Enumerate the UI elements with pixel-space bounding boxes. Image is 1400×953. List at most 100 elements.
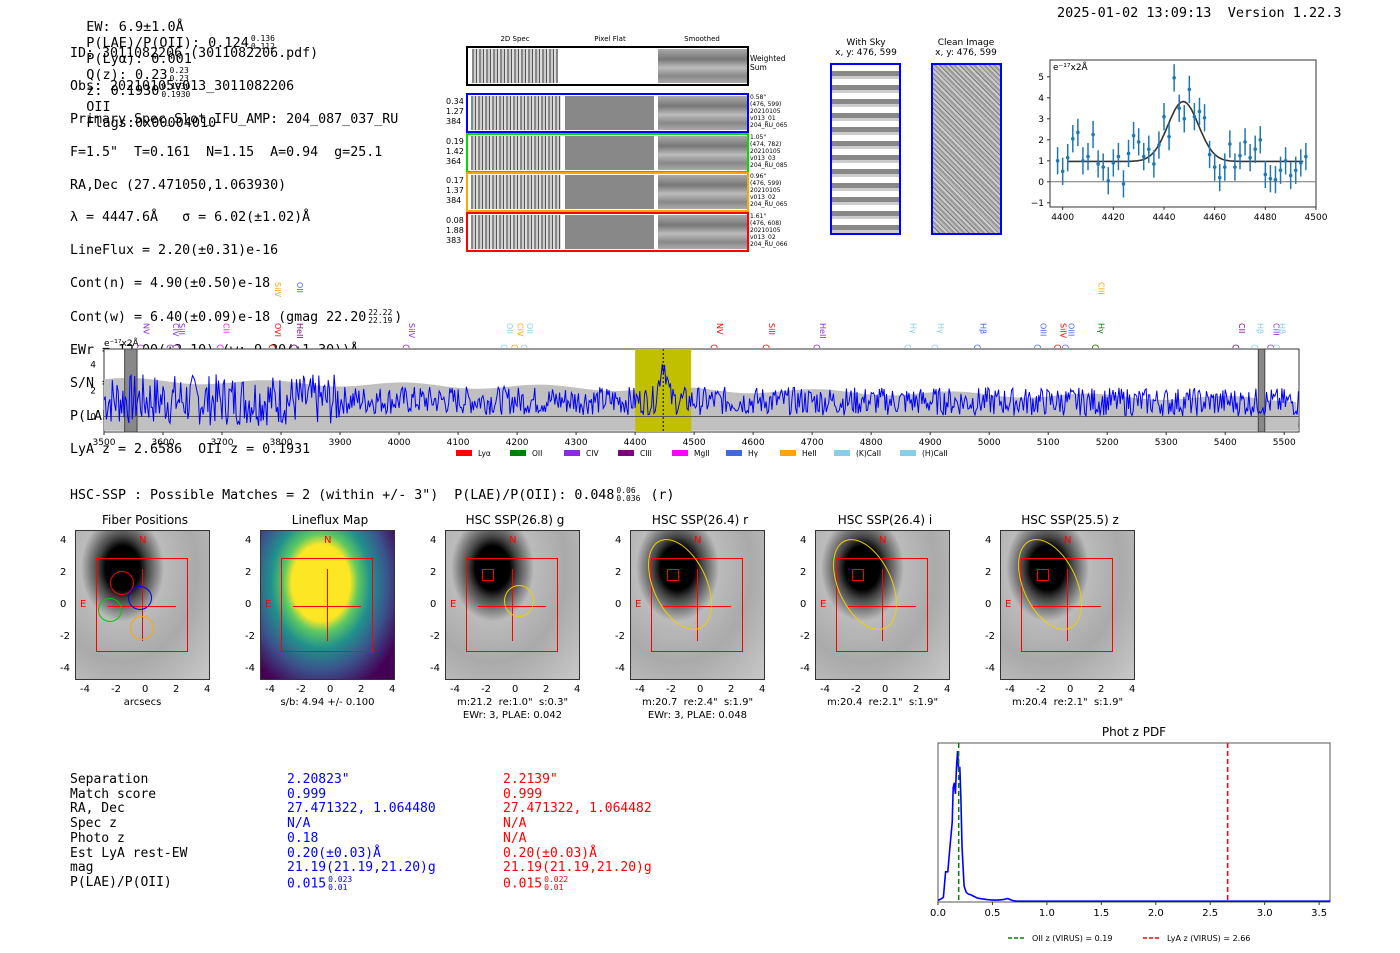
info-lineflux: LineFlux = 2.20(±0.31)e-16 — [70, 243, 279, 259]
blue-match-value: 0.18 — [287, 830, 319, 846]
line-id-bracket — [1092, 344, 1099, 349]
line-id-label: Hβ — [1278, 323, 1287, 334]
x-tick-label: -4 — [265, 684, 275, 695]
x-tick-label: 4 — [204, 684, 211, 695]
x-tick-label: 4400 — [1051, 213, 1074, 223]
red-match-value: N/A — [503, 830, 527, 846]
line-id-label: NV — [715, 323, 724, 335]
hsc-summary-text: HSC-SSP : Possible Matches = 2 (within +… — [70, 488, 615, 503]
info-primary: Primary Spec_Slot_IFU_AMP: 204_087_037_R… — [70, 112, 399, 128]
source-marker — [667, 569, 679, 581]
x-tick-label: 2 — [728, 684, 735, 695]
data-point — [1243, 140, 1247, 144]
info-redshifts: LyA z = 2.6586 OII z = 0.1931 — [70, 442, 311, 458]
legend-swatch — [726, 450, 742, 456]
match-label: Photo z — [70, 830, 125, 846]
x-tick-label: 4800 — [860, 438, 883, 448]
fiber-circle — [128, 586, 152, 610]
x-tick-label: 0 — [882, 684, 889, 695]
compass-north: N — [1064, 535, 1072, 546]
gaussian-fit-line — [1067, 100, 1304, 163]
x-tick-label: -2 — [481, 684, 491, 695]
y-tick-label: 0 — [985, 599, 992, 610]
summary-header: EW: 6.9±1.0Å P(LAE)/P(OII): 0.124 0.136 0.… — [70, 3, 285, 131]
x-tick-label: 1.0 — [1039, 908, 1055, 919]
compass-north: N — [694, 535, 702, 546]
x-tick-label: -2 — [1036, 684, 1046, 695]
source-marker — [1037, 569, 1049, 581]
line-id-bracket — [268, 344, 276, 349]
red-plae-hi: 0.022 — [544, 874, 569, 884]
data-point — [1131, 133, 1136, 138]
x-tick-label: 3800 — [270, 438, 293, 448]
line-id-bracket — [931, 344, 939, 349]
data-point — [1248, 155, 1252, 160]
line-id-bracket — [710, 344, 718, 349]
x-tick-label: 4 — [389, 684, 396, 695]
hsc-panel-title: HSC SSP(26.8) g — [465, 513, 565, 527]
y-tick-label: 0 — [615, 599, 622, 610]
data-point — [1217, 175, 1222, 180]
z-hi: 0.1930 — [161, 82, 191, 91]
line-id-bracket — [137, 344, 144, 349]
x-tick-label: 4400 — [624, 438, 647, 448]
y-tick-label: -2 — [245, 631, 255, 642]
y-tick-label: 4 — [90, 361, 96, 371]
y-tick-label: 2 — [90, 387, 96, 397]
fiber-weights: 0.34 1.27 384 — [446, 97, 464, 126]
x-tick-label: 2 — [358, 684, 365, 695]
clean-image-title: Clean Image x, y: 476, 599 — [935, 38, 997, 58]
match-label: Match score — [70, 786, 157, 802]
line-id-label: NV — [142, 323, 151, 335]
data-point — [1152, 162, 1156, 166]
data-point — [1086, 154, 1090, 159]
y-tick-label: 3 — [1038, 115, 1044, 125]
source-marker — [852, 569, 864, 581]
hsc-panel-title: Lineflux Map — [291, 513, 369, 527]
x-tick-label: 3500 — [93, 438, 116, 448]
data-point — [1202, 115, 1207, 120]
y-tick-label: -4 — [615, 663, 625, 674]
spec2d-cutout — [471, 214, 561, 249]
cont-w-hi: 22.22 — [368, 307, 393, 317]
line-id-label: Hβ — [1256, 323, 1265, 334]
x-tick-label: 3.0 — [1257, 908, 1273, 919]
data-point — [1238, 153, 1242, 158]
col-2dspec: 2D Spec — [500, 35, 530, 43]
data-point — [1283, 159, 1288, 163]
line-id-label: CIII — [1096, 282, 1105, 295]
x-tick-label: 1.5 — [1093, 908, 1109, 919]
match-blue: 2.20823" 0.999 27.471322, 1.064480 N/A 0.18 0… — [287, 772, 436, 892]
aperture-box — [96, 558, 188, 652]
match-labels: Separation Match score RA, Dec Spec z Photo … — [70, 772, 187, 891]
data-point — [1304, 154, 1308, 159]
fiber-circle — [98, 598, 122, 622]
pixel-flat-cutout — [565, 214, 654, 249]
spec2d-row — [466, 172, 749, 212]
crosshair-v — [882, 569, 883, 641]
line-id-label: CII — [1237, 323, 1246, 333]
hsc-panel-title: HSC SSP(26.4) r — [651, 513, 749, 527]
hsc-panel-caption: m:21.2 re:1.0" s:0.3" — [456, 697, 569, 708]
line-id-bracket — [290, 344, 298, 349]
data-point — [1111, 161, 1116, 165]
y-tick-label: 4 — [615, 535, 622, 546]
blue-match-value: 27.471322, 1.064480 — [287, 801, 436, 817]
legend-label: (K)CaII — [856, 449, 881, 458]
legend-label: CIV — [586, 449, 599, 458]
line-id-label: Hγ — [936, 323, 945, 334]
data-point — [1273, 177, 1278, 182]
x-tick-label: 4700 — [801, 438, 824, 448]
legend-label: (H)CaII — [922, 449, 948, 458]
y-unit-label: e⁻¹⁷x2Å — [1053, 61, 1089, 73]
legend-label: Lyα — [478, 449, 491, 458]
data-point — [1268, 176, 1273, 181]
data-point — [1212, 165, 1217, 169]
x-tick-label: 2 — [543, 684, 550, 695]
y-tick-label: 2 — [245, 567, 252, 578]
crosshair-v — [327, 569, 328, 641]
data-point — [1278, 168, 1283, 173]
x-tick-label: 4480 — [1254, 213, 1277, 223]
spec2d-row — [466, 93, 749, 133]
data-point — [1121, 182, 1126, 186]
